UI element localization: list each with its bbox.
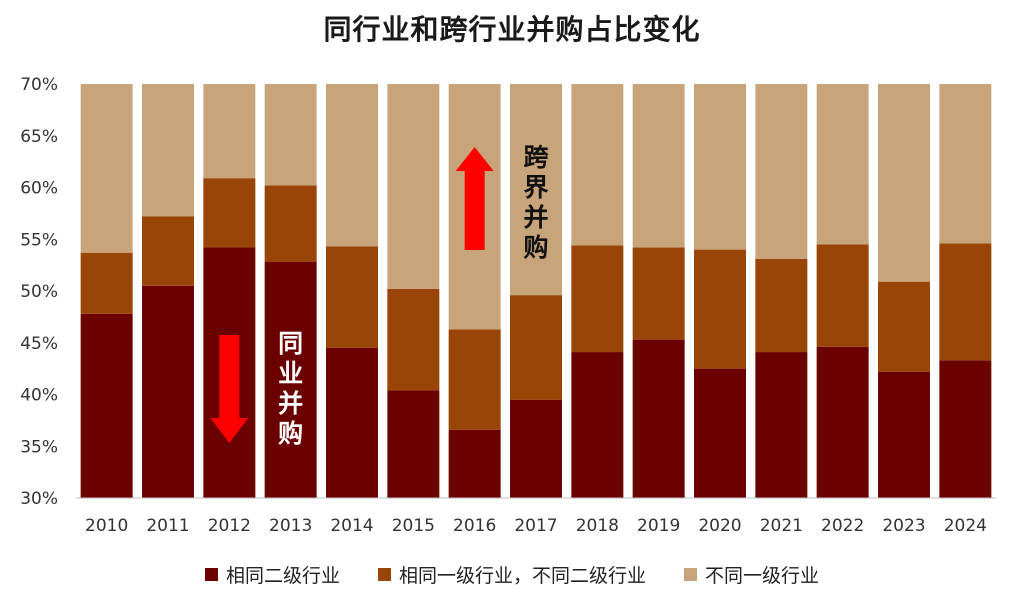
bar-segment-1 <box>632 339 685 498</box>
bar-segment-3 <box>510 84 562 296</box>
y-tick-label: 65% <box>20 127 58 147</box>
bar-segment-2 <box>80 252 133 314</box>
legend-label: 相同一级行业，不同二级行业 <box>398 565 646 587</box>
y-tick-label: 50% <box>20 282 58 302</box>
legend-swatch <box>377 568 391 581</box>
annotation-char: 购 <box>278 419 303 448</box>
legend-swatch <box>204 568 218 581</box>
bar-segment-1 <box>448 429 501 498</box>
y-tick-label: 45% <box>20 334 58 354</box>
y-tick-label: 40% <box>20 386 58 406</box>
legend: 相同二级行业 相同一级行业，不同二级行业 不同一级行业 <box>0 561 1024 588</box>
y-tick-label: 30% <box>20 489 58 509</box>
bar-segment-2 <box>632 247 685 340</box>
stacked-bar-chart: 30% 35% 40% 45% 50% 55% 60% 65% 70% 2010 2011 2012 2… <box>20 75 996 536</box>
bar-segment-3 <box>264 84 317 186</box>
x-tick-label: 2023 <box>882 516 925 536</box>
bar-segment-2 <box>755 258 808 353</box>
annotation-char: 界 <box>523 173 548 202</box>
bar-segment-3 <box>571 84 624 246</box>
bar-segment-3 <box>939 84 992 244</box>
legend-item-same-l1: 相同一级行业，不同二级行业 <box>377 561 646 588</box>
bar-segment-1 <box>387 390 440 498</box>
x-tick-label: 2013 <box>269 516 312 536</box>
x-tick-label: 2020 <box>698 516 741 536</box>
bar-segment-1 <box>694 368 746 498</box>
legend-item-diff-l1: 不同一级行业 <box>684 561 819 588</box>
bar-segment-1 <box>142 285 194 498</box>
bar-segment-3 <box>80 84 133 253</box>
bar-segment-1 <box>326 347 378 498</box>
bar-segment-3 <box>632 84 685 248</box>
bar-segment-3 <box>387 84 440 289</box>
bar-segment-3 <box>694 84 746 250</box>
annotation-char: 并 <box>523 203 548 232</box>
bar-segment-1 <box>755 352 808 498</box>
bar-segment-2 <box>878 281 930 372</box>
bar-segment-3 <box>142 84 194 217</box>
legend-label: 不同一级行业 <box>705 565 820 587</box>
x-tick-label: 2014 <box>330 516 373 536</box>
x-tick-label: 2015 <box>392 516 435 536</box>
annotation-char: 购 <box>523 233 548 262</box>
bar-segment-1 <box>80 313 133 498</box>
legend-item-same-l2: 相同二级行业 <box>204 561 340 588</box>
bar-segment-3 <box>816 84 869 245</box>
bar-segment-3 <box>203 84 256 179</box>
bar-segment-1 <box>878 371 930 498</box>
annotation-char: 业 <box>278 359 303 388</box>
down-arrow-icon <box>210 335 249 443</box>
x-tick-label: 2012 <box>208 516 251 536</box>
bar-segment-2 <box>326 246 378 348</box>
x-tick-label: 2024 <box>944 516 987 536</box>
x-tick-label: 2018 <box>576 516 619 536</box>
legend-swatch <box>684 568 697 581</box>
bar-segment-2 <box>448 329 501 430</box>
bar-segment-2 <box>264 185 317 263</box>
bar-segment-2 <box>510 295 562 400</box>
bar-segment-3 <box>326 84 378 247</box>
y-tick-label: 55% <box>20 230 58 250</box>
bar-segment-1 <box>939 360 992 498</box>
bar-segment-1 <box>816 346 869 498</box>
y-tick-label: 60% <box>20 179 58 199</box>
annotation-char: 同 <box>278 329 303 358</box>
bar-segment-2 <box>203 178 256 248</box>
x-tick-label: 2017 <box>514 516 557 536</box>
bar-segment-2 <box>694 249 746 369</box>
bar-segment-1 <box>510 399 562 498</box>
y-tick-label: 35% <box>20 437 58 457</box>
bar-segment-2 <box>939 243 992 361</box>
x-tick-label: 2011 <box>146 516 189 536</box>
chart-title: 同行业和跨行业并购占比变化 <box>323 13 701 46</box>
bar-segment-2 <box>571 245 624 353</box>
bar-segment-3 <box>878 84 930 282</box>
x-tick-label: 2019 <box>637 516 680 536</box>
bar-segment-2 <box>816 244 869 347</box>
up-arrow-icon <box>455 147 494 250</box>
annotation-char: 并 <box>278 389 303 418</box>
bar-segment-2 <box>387 288 440 391</box>
x-tick-label: 2022 <box>821 516 864 536</box>
x-tick-label: 2010 <box>85 516 128 536</box>
bar-segment-1 <box>264 262 317 498</box>
legend-label: 相同二级行业 <box>225 565 340 587</box>
x-tick-label: 2021 <box>760 516 803 536</box>
bar-segment-3 <box>755 84 808 259</box>
bar-segment-2 <box>142 216 194 286</box>
x-tick-label: 2016 <box>453 516 496 536</box>
y-tick-label: 70% <box>20 75 58 95</box>
annotation-char: 跨 <box>523 143 549 172</box>
bar-segment-1 <box>571 352 624 498</box>
